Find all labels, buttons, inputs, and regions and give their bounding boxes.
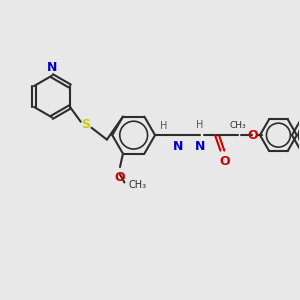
Text: O: O (115, 171, 125, 184)
Text: CH₃: CH₃ (129, 181, 147, 190)
Text: H: H (196, 120, 203, 130)
Text: O: O (219, 155, 230, 168)
Text: H: H (160, 121, 167, 131)
Text: N: N (47, 61, 57, 74)
Text: S: S (82, 118, 91, 131)
Text: N: N (194, 140, 205, 153)
Text: N: N (173, 140, 183, 153)
Text: CH₃: CH₃ (230, 121, 247, 130)
Text: O: O (248, 129, 258, 142)
